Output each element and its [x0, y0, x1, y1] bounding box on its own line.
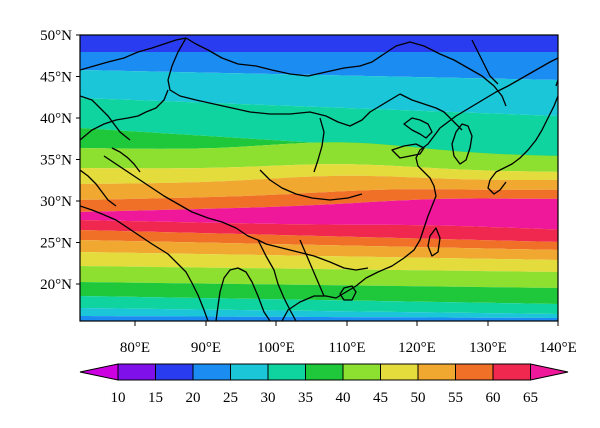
contour-band: [80, 282, 558, 304]
contour-band: [80, 266, 558, 288]
colorbar-segment: [305, 363, 344, 381]
border-central-asia: [80, 95, 131, 141]
map-panel: [80, 35, 558, 321]
colorbar: 10 15 20 25 30 35 40 45 50 55 60 65: [79, 363, 569, 406]
lon-label: 90°E: [191, 340, 221, 356]
colorbar-low-arrow: [79, 363, 119, 381]
border-inner-china: [259, 169, 363, 201]
contour-band: [80, 70, 558, 116]
colorbar-segment: [417, 363, 456, 381]
lat-label: 50°N: [40, 28, 72, 44]
border-south-china: [265, 243, 369, 271]
lat-label: 20°N: [40, 277, 72, 293]
contour-band: [80, 98, 558, 158]
colorbar-segment: [117, 363, 156, 381]
coastline-korea: [451, 123, 473, 165]
border-northeast: [399, 93, 463, 131]
lon-axis: 80°E 90°E 100°E 110°E 120°E 130°E 140°E: [120, 321, 577, 356]
contour-band: [80, 164, 558, 184]
border-afghanistan: [80, 169, 117, 207]
lat-tick: 20°N: [40, 277, 80, 293]
border-bohai: [403, 117, 433, 139]
lat-tick: 30°N: [40, 194, 80, 210]
lat-label: 25°N: [40, 236, 72, 252]
colorbar-tick-label: 30: [261, 390, 276, 406]
lon-label: 100°E: [257, 340, 295, 356]
lat-tick: 35°N: [40, 153, 80, 169]
lon-tick: 110°E: [328, 321, 366, 356]
coastline-indochina: [281, 57, 558, 321]
lat-tick: 50°N: [40, 28, 80, 44]
contour-band: [80, 35, 558, 52]
colorbar-tick-label: 60: [486, 390, 501, 406]
lon-tick: 130°E: [469, 321, 507, 356]
lon-tick: 80°E: [120, 321, 150, 356]
contour-band: [80, 316, 558, 321]
colorbar-segment: [342, 363, 381, 381]
colorbar-tick-label: 20: [186, 390, 201, 406]
contour-bands: [80, 35, 558, 321]
contour-band: [80, 189, 558, 212]
lon-tick: 90°E: [191, 321, 221, 356]
lat-label: 40°N: [40, 111, 72, 127]
colorbar-high-arrow: [530, 363, 569, 381]
border-inner-china-2: [313, 117, 325, 173]
lat-tick: 40°N: [40, 111, 80, 127]
border-russia-east: [471, 39, 499, 85]
colorbar-tick-label: 10: [111, 390, 126, 406]
lat-label: 35°N: [40, 153, 72, 169]
coastline-india-west: [80, 205, 209, 321]
colorbar-segment: [455, 363, 494, 381]
colorbar-tick-label: 55: [448, 390, 463, 406]
lon-label: 140°E: [539, 340, 577, 356]
lon-label: 120°E: [398, 340, 436, 356]
lat-axis: 50°N 45°N 40°N 35°N 30°N 25°N 20°N: [40, 28, 80, 293]
coastline-bay-of-bengal: [215, 267, 271, 321]
border-mongolia-china: [167, 37, 401, 127]
lon-tick: 100°E: [257, 321, 295, 356]
colorbar-tick-label: 40: [336, 390, 351, 406]
colorbar-tick-label: 35: [298, 390, 313, 406]
colorbar-tick-label: 45: [373, 390, 388, 406]
lon-tick: 140°E: [539, 321, 577, 356]
colorbar-segment: [492, 363, 531, 381]
lat-tick: 25°N: [40, 236, 80, 252]
colorbar-tick-label: 65: [523, 390, 538, 406]
colorbar-tick-label: 25: [223, 390, 238, 406]
lon-label: 130°E: [469, 340, 507, 356]
colorbar-segment: [380, 363, 419, 381]
contour-band: [80, 308, 558, 318]
border-shandong: [391, 143, 425, 159]
contour-band: [80, 175, 558, 200]
colorbar-segment: [230, 363, 269, 381]
coastlines-borders: [80, 37, 558, 321]
border-kashmir: [111, 147, 141, 173]
coastline-taiwan: [427, 227, 441, 257]
lat-tick: 45°N: [40, 70, 80, 86]
coastline-hainan: [339, 285, 357, 301]
lat-label: 45°N: [40, 70, 72, 86]
lat-label: 30°N: [40, 194, 72, 210]
border-tibet-south: [103, 155, 267, 245]
lon-label: 80°E: [120, 340, 150, 356]
contour-band: [80, 240, 558, 260]
contour-band: [80, 220, 558, 242]
border-indochina: [257, 239, 325, 321]
lon-label: 110°E: [328, 340, 365, 356]
border-china-west: [80, 89, 169, 141]
colorbar-segment: [192, 363, 231, 381]
contour-band: [80, 252, 558, 272]
contour-band: [80, 52, 558, 80]
colorbar-tick-label: 50: [411, 390, 426, 406]
map-frame: [79, 34, 559, 322]
colorbar-segment: [155, 363, 194, 381]
contour-band: [80, 198, 558, 230]
border-north: [80, 37, 507, 107]
lon-tick: 120°E: [398, 321, 436, 356]
colorbar-segment: [267, 363, 306, 381]
colorbar-tick-label: 15: [148, 390, 163, 406]
